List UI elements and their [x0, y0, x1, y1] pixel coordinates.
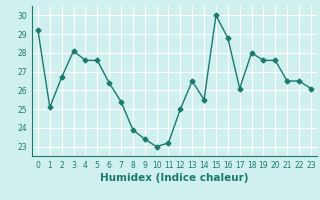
X-axis label: Humidex (Indice chaleur): Humidex (Indice chaleur) — [100, 173, 249, 183]
